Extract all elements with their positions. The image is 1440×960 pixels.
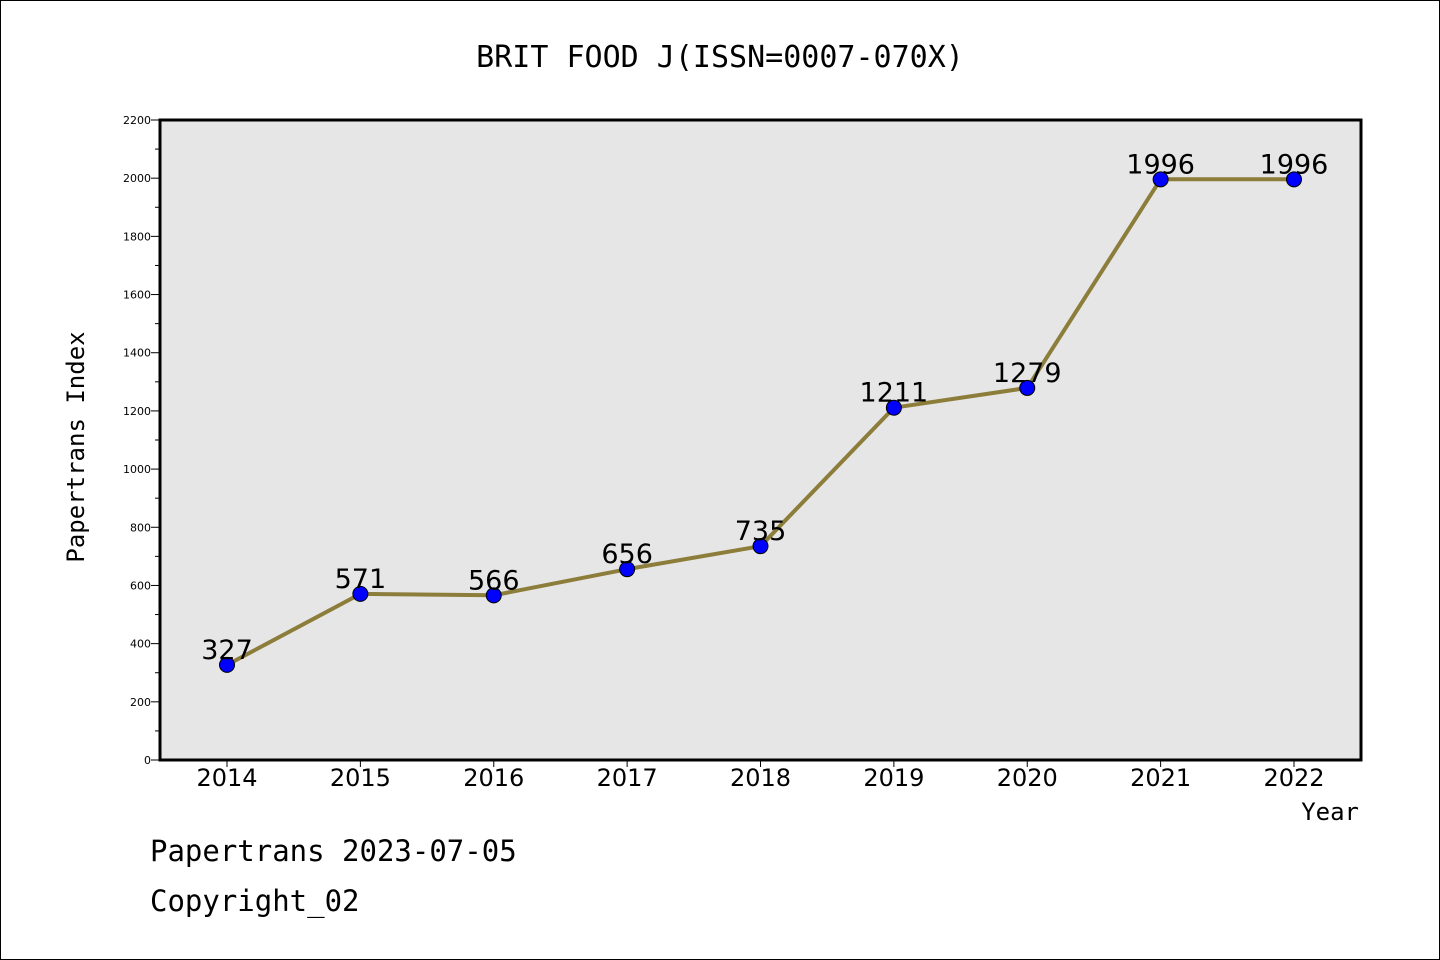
data-label: 327 [201, 635, 253, 666]
x-tick-label: 2022 [1263, 764, 1324, 792]
y-tick-label: 200 [130, 696, 151, 709]
data-label: 1279 [993, 358, 1062, 389]
data-point [619, 561, 636, 578]
data-label: 1996 [1260, 149, 1329, 180]
y-tick-label: 1400 [123, 347, 151, 360]
y-tick-label: 2000 [123, 172, 151, 185]
footer-copyright: Copyright_02 [150, 884, 360, 918]
y-tick-label: 0 [144, 754, 151, 767]
chart-title: BRIT FOOD J(ISSN=0007-070X) [476, 40, 964, 75]
x-tick-label: 2017 [597, 764, 658, 792]
data-point [885, 399, 902, 416]
footer-date: Papertrans 2023-07-05 [150, 834, 517, 868]
y-axis-label: Papertrans Index [62, 331, 90, 562]
data-label: 1211 [860, 378, 929, 409]
x-tick-label: 2015 [330, 764, 391, 792]
data-point [219, 656, 235, 673]
data-label: 735 [735, 516, 787, 547]
y-tick-label: 1200 [123, 405, 151, 418]
data-labels: 327 571 566 656 735 1211 1279 1996 1996 [201, 149, 1328, 666]
series-markers [219, 171, 1302, 673]
x-axis-ticks: 2014 2015 2016 2017 2018 2019 2020 2021 2022 [196, 760, 1325, 792]
data-label: 656 [601, 539, 653, 570]
data-point [485, 587, 502, 604]
y-tick-label: 1000 [123, 463, 151, 476]
x-tick-label: 2014 [196, 764, 257, 792]
data-point [752, 538, 769, 555]
data-point [1019, 379, 1036, 396]
y-tick-label: 400 [130, 638, 151, 651]
x-tick-label: 2018 [730, 764, 791, 792]
data-label: 571 [335, 564, 387, 595]
plot-border [158, 118, 1363, 762]
y-tick-label: 2200 [123, 114, 151, 127]
x-tick-label: 2021 [1130, 764, 1191, 792]
data-label: 1996 [1126, 149, 1195, 180]
y-tick-label: 1800 [123, 230, 151, 243]
data-point [1152, 171, 1169, 188]
data-point [1286, 171, 1302, 188]
y-axis-ticks: 0 200 400 600 800 1000 1200 1400 1600 1800 2000 220… [123, 114, 160, 767]
y-tick-label: 600 [130, 579, 151, 592]
x-tick-label: 2019 [863, 764, 924, 792]
data-point [352, 585, 369, 602]
y-tick-label: 800 [130, 521, 151, 534]
plot-area [160, 120, 1361, 760]
x-tick-label: 2020 [997, 764, 1058, 792]
x-tick-label: 2016 [463, 764, 524, 792]
y-tick-label: 1600 [123, 289, 151, 302]
data-label: 566 [468, 565, 520, 596]
x-axis-label: Year [1301, 798, 1359, 826]
